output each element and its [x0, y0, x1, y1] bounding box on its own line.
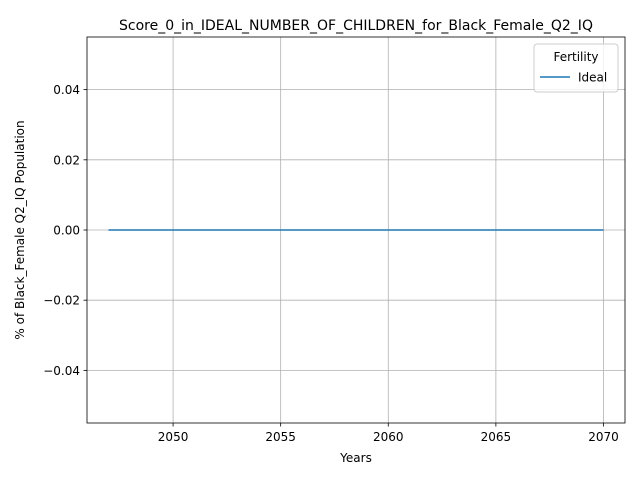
x-tick-label: 2065	[481, 430, 512, 444]
legend-entry-ideal: Ideal	[578, 71, 607, 85]
chart-title: Score_0_in_IDEAL_NUMBER_OF_CHILDREN_for_…	[119, 18, 593, 34]
x-tick-label: 2055	[265, 430, 296, 444]
x-tick-label: 2070	[588, 430, 619, 444]
y-tick-label: 0.02	[53, 153, 80, 167]
legend-box	[533, 43, 619, 93]
x-tick-label: 2050	[158, 430, 189, 444]
y-axis-label: % of Black_Female Q2_IQ Population	[13, 120, 27, 339]
legend: Fertility Ideal	[533, 43, 619, 93]
x-tick-label: 2060	[373, 430, 404, 444]
legend-title: Fertility	[553, 50, 598, 64]
x-axis-label: Years	[339, 451, 372, 465]
y-tick-label: 0.04	[53, 83, 80, 97]
y-tick-label: −0.04	[43, 364, 80, 378]
y-tick-label: 0.00	[53, 224, 80, 238]
axis-ticks: 2050 2055 2060 2065 2070 −0.04 −0.02 0.00 0.02 0.…	[43, 83, 619, 444]
y-tick-label: −0.02	[43, 294, 80, 308]
